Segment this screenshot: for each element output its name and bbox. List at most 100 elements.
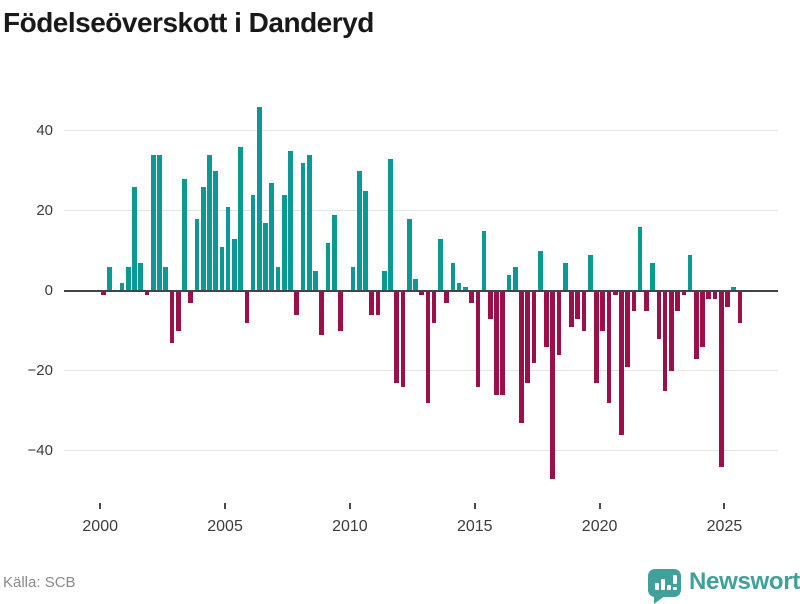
x-axis-tick-2015 — [473, 503, 476, 509]
icon-exclamation-dot — [673, 587, 677, 590]
bar-2010Q2 — [356, 170, 362, 291]
bar-2007Q1 — [275, 266, 281, 291]
icon-bar-small — [655, 583, 659, 590]
bar-2006Q2 — [257, 106, 262, 291]
bar-2017Q4 — [544, 290, 549, 347]
bar-2004Q3 — [213, 170, 218, 291]
bar-2010Q1 — [350, 266, 356, 291]
bar-2009Q1 — [325, 242, 331, 291]
x-axis-tick-2025 — [723, 503, 726, 509]
bar-2003Q1 — [175, 290, 181, 331]
bar-2006Q4 — [269, 182, 275, 291]
bar-2005Q3 — [238, 146, 243, 291]
bar-2013Q2 — [431, 290, 437, 323]
y-gridline--20 — [64, 370, 778, 372]
bar-2017Q2 — [531, 290, 537, 363]
bar-2001Q3 — [138, 262, 144, 291]
bar-2003Q4 — [194, 218, 200, 291]
bar-2011Q3 — [388, 158, 393, 291]
bar-2022Q1 — [650, 262, 655, 291]
bar-2021Q2 — [631, 290, 637, 311]
bar-chart-icon — [648, 569, 681, 597]
bar-2005Q1 — [225, 206, 231, 291]
bar-2012Q4 — [419, 290, 424, 295]
bar-2015Q2 — [481, 230, 487, 291]
bar-2003Q3 — [188, 290, 194, 303]
x-axis-tick-2005 — [224, 503, 227, 509]
bar-2020Q1 — [600, 290, 606, 331]
x-axis-tick-2020 — [598, 503, 601, 509]
bar-2014Q3 — [463, 286, 468, 291]
bar-2014Q1 — [450, 262, 456, 291]
bar-2006Q1 — [250, 194, 256, 291]
x-axis-tick-label: 2020 — [581, 518, 618, 535]
bar-2001Q4 — [144, 290, 150, 295]
bar-2015Q3 — [487, 290, 493, 319]
bar-2009Q3 — [338, 290, 343, 331]
bar-2016Q2 — [506, 274, 512, 291]
bar-2013Q3 — [438, 238, 443, 291]
bar-2007Q3 — [288, 150, 293, 291]
bar-2023Q1 — [675, 290, 680, 311]
bar-2014Q2 — [456, 282, 462, 291]
bar-2012Q3 — [413, 278, 418, 291]
bar-2005Q4 — [244, 290, 250, 323]
bar-2024Q4 — [718, 290, 724, 467]
y-gridline-20 — [64, 210, 778, 212]
bar-2019Q1 — [575, 290, 581, 319]
bar-2019Q2 — [581, 290, 587, 331]
y-axis-tick-label: −20 — [27, 361, 53, 379]
bar-2019Q4 — [594, 290, 599, 383]
bar-2013Q4 — [444, 290, 449, 303]
bar-2020Q3 — [612, 290, 618, 295]
x-axis-tick-label: 2005 — [207, 518, 243, 535]
newsworthy-wordmark: Newsworthy — [689, 568, 800, 595]
bar-2023Q2 — [681, 290, 687, 295]
bar-2000Q2 — [107, 266, 112, 291]
x-axis-tick-label: 2000 — [82, 518, 118, 535]
bar-2024Q2 — [706, 290, 712, 299]
bar-2022Q2 — [656, 290, 662, 339]
x-axis-tick-label: 2015 — [456, 518, 493, 535]
bar-2018Q2 — [556, 290, 562, 355]
newsworthy-logo[interactable]: Newsworthy — [646, 565, 800, 604]
bar-2016Q1 — [500, 290, 506, 395]
bar-2021Q4 — [644, 290, 649, 311]
bar-2010Q3 — [363, 190, 368, 291]
icon-bar-tall — [661, 579, 665, 590]
bar-2010Q4 — [369, 290, 375, 315]
bar-2017Q1 — [525, 290, 531, 383]
bar-2002Q2 — [157, 154, 162, 291]
bar-2004Q1 — [200, 186, 206, 291]
bar-2008Q3 — [313, 270, 318, 291]
bar-2012Q1 — [400, 290, 406, 387]
bar-2009Q2 — [331, 214, 337, 291]
bar-2015Q4 — [494, 290, 499, 395]
bar-2020Q2 — [606, 290, 612, 403]
bar-2014Q4 — [469, 290, 474, 303]
bar-2004Q2 — [207, 154, 212, 291]
chart-title: Födelseöverskott i Danderyd — [3, 7, 374, 38]
bar-2003Q2 — [182, 178, 187, 291]
bar-2024Q3 — [712, 290, 718, 299]
bar-2018Q4 — [569, 290, 574, 327]
bar-2000Q1 — [100, 290, 106, 295]
bar-2017Q3 — [537, 250, 543, 291]
bar-2011Q2 — [381, 270, 387, 291]
y-axis-tick-label: −40 — [27, 441, 53, 459]
bar-2025Q2 — [731, 286, 737, 291]
bar-2016Q4 — [519, 290, 524, 423]
bar-2007Q4 — [294, 290, 300, 315]
bar-2005Q2 — [232, 238, 237, 291]
bar-2007Q2 — [281, 194, 287, 291]
bar-2006Q3 — [263, 222, 268, 291]
bar-2002Q1 — [150, 154, 156, 291]
bar-2015Q1 — [475, 290, 481, 387]
y-gridline--40 — [64, 450, 778, 452]
bar-2018Q1 — [550, 290, 556, 479]
x-axis-tick-2000 — [99, 503, 102, 509]
bar-2021Q1 — [625, 290, 630, 367]
bar-2001Q1 — [125, 266, 131, 291]
bar-2013Q1 — [425, 290, 431, 403]
